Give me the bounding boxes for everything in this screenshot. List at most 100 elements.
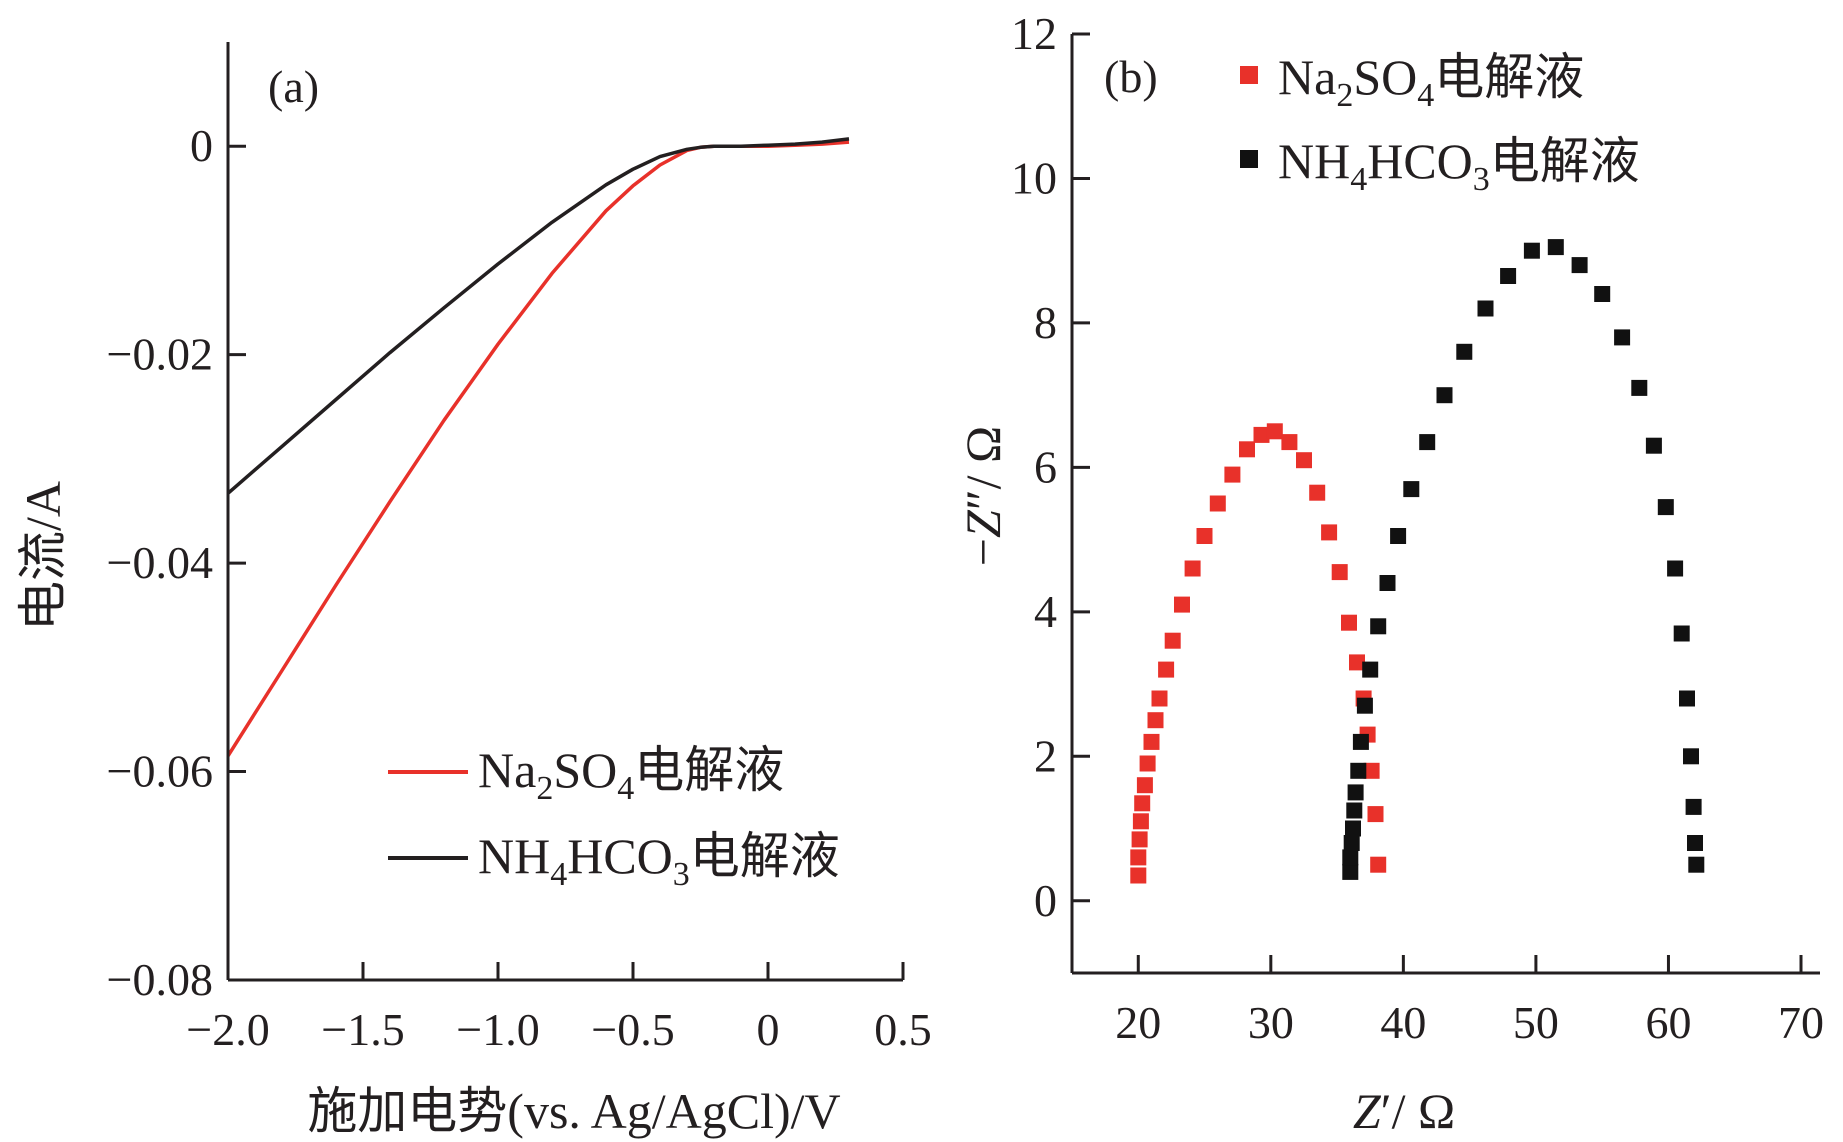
label-part: 2 xyxy=(1336,77,1353,114)
series-0-point xyxy=(1164,632,1181,649)
series-1-point xyxy=(1370,618,1387,635)
series-0-point xyxy=(1147,712,1164,729)
series-1-point xyxy=(1403,481,1420,498)
series-1-point xyxy=(1390,528,1407,544)
x-tick-label: 40 xyxy=(1380,997,1426,1048)
series-0-point xyxy=(1131,831,1148,848)
label-part: 4 xyxy=(617,770,634,807)
series-0-point xyxy=(1266,423,1283,440)
series-1-point xyxy=(1687,835,1703,851)
panel-a-x-ticks: −2.0 −1.5 −1.0 −0.5 0 0.5 xyxy=(186,962,932,1055)
label-part: HCO xyxy=(1367,133,1473,189)
series-0-point xyxy=(1143,733,1160,750)
series-0-point xyxy=(1253,426,1270,443)
panel-a-x-axis-label: 施加电势(vs. Ag/AgCl)/V xyxy=(307,1083,840,1139)
series-1-point xyxy=(1645,437,1662,454)
label-part: 4 xyxy=(1350,161,1367,198)
series-0-point xyxy=(1209,495,1226,512)
legend-label-1: NH4HCO3电解液 xyxy=(1278,133,1640,198)
panel-b-axes xyxy=(1070,34,1820,975)
series-0-point xyxy=(1239,441,1255,458)
legend-label-1: NH4HCO3电解液 xyxy=(478,828,840,893)
series-0-point xyxy=(1130,849,1147,866)
series-0-point xyxy=(1151,690,1168,707)
y-tick-label: −0.02 xyxy=(107,329,213,380)
legend-label-0: Na2SO4电解液 xyxy=(478,742,784,807)
label-part: ″/ Ω xyxy=(955,426,1011,510)
legend-marker-1 xyxy=(1240,150,1258,168)
y-tick-label: 2 xyxy=(1034,730,1057,781)
legend-label-0: Na2SO4电解液 xyxy=(1278,49,1584,114)
panel-b-x-ticks: 20 30 40 50 60 70 xyxy=(1115,955,1824,1048)
series-1-point xyxy=(1477,300,1494,317)
label-part: NH xyxy=(478,828,550,884)
series-0-point xyxy=(1321,524,1338,541)
series-0-point xyxy=(1196,528,1213,544)
series-0-point xyxy=(1134,795,1151,812)
y-tick-label: −0.04 xyxy=(107,537,213,588)
series-1-point xyxy=(1456,343,1473,360)
x-tick-label: 60 xyxy=(1645,997,1691,1048)
series-1-point xyxy=(1594,286,1611,302)
series-0-point xyxy=(1341,614,1357,631)
series-1-point xyxy=(1667,560,1684,577)
x-tick-label: 50 xyxy=(1513,997,1559,1048)
label-part: 2 xyxy=(536,770,553,807)
series-0-point xyxy=(1139,755,1156,772)
series-0-point xyxy=(1224,466,1241,483)
label-part: 4 xyxy=(550,856,567,893)
series-1-point xyxy=(1685,798,1702,815)
series-1-point xyxy=(1614,329,1631,346)
panel-b-x-axis-label: Z′/ Ω xyxy=(1353,1083,1455,1139)
label-part: 3 xyxy=(1473,161,1490,198)
label-part: 电解液 xyxy=(1490,133,1640,189)
label-part: Z xyxy=(1353,1083,1382,1139)
label-part: Na xyxy=(478,742,536,798)
x-tick-label: 0 xyxy=(757,1004,780,1055)
series-0-point xyxy=(1296,452,1312,469)
y-tick-label: 4 xyxy=(1034,586,1057,637)
series-1-point xyxy=(1342,863,1359,880)
panel-a-y-axis-label: 电流/A xyxy=(15,481,71,631)
panel-b-y-axis-label: −Z″/ Ω xyxy=(955,426,1011,566)
series-1-point xyxy=(1419,434,1436,451)
series-1-point xyxy=(1547,239,1564,256)
y-tick-label: −0.08 xyxy=(107,954,213,1005)
series-1-point xyxy=(1631,379,1648,396)
x-tick-label: 20 xyxy=(1115,997,1161,1048)
series-1-point xyxy=(1352,733,1369,750)
label-part: SO xyxy=(553,742,617,798)
label-part: HCO xyxy=(567,828,673,884)
y-tick-label: 12 xyxy=(1011,8,1057,59)
series-1-point xyxy=(1347,784,1364,801)
x-tick-label: 0.5 xyxy=(874,1004,932,1055)
series-1-point xyxy=(1379,575,1396,591)
series-1-point xyxy=(1500,268,1517,284)
series-1-point xyxy=(1343,835,1360,851)
series-1-point xyxy=(1346,802,1363,819)
panel-b-series-group xyxy=(1130,239,1705,884)
y-tick-label: 0 xyxy=(1034,875,1057,926)
label-part: 4 xyxy=(1417,77,1434,114)
series-1-point xyxy=(1356,697,1373,714)
label-part: Na xyxy=(1278,49,1336,105)
series-0-point xyxy=(1130,867,1147,884)
y-tick-label: 6 xyxy=(1034,441,1057,492)
panel-a-line-chart: −2.0 −1.5 −1.0 −0.5 0 0.5 0 −0.02 −0.04 −0.06 −0.… xyxy=(15,42,932,1139)
x-tick-label: −1.5 xyxy=(321,1004,404,1055)
series-0-point xyxy=(1184,560,1201,577)
x-tick-label: 30 xyxy=(1248,997,1294,1048)
x-tick-label: 70 xyxy=(1778,997,1824,1048)
series-1-point xyxy=(1673,625,1690,642)
label-part: 3 xyxy=(673,856,690,893)
label-part: SO xyxy=(1353,49,1417,105)
series-0-point xyxy=(1158,661,1175,678)
label-part: 电解液 xyxy=(690,828,840,884)
y-tick-label: 10 xyxy=(1011,152,1057,203)
series-0-point xyxy=(1349,654,1365,671)
